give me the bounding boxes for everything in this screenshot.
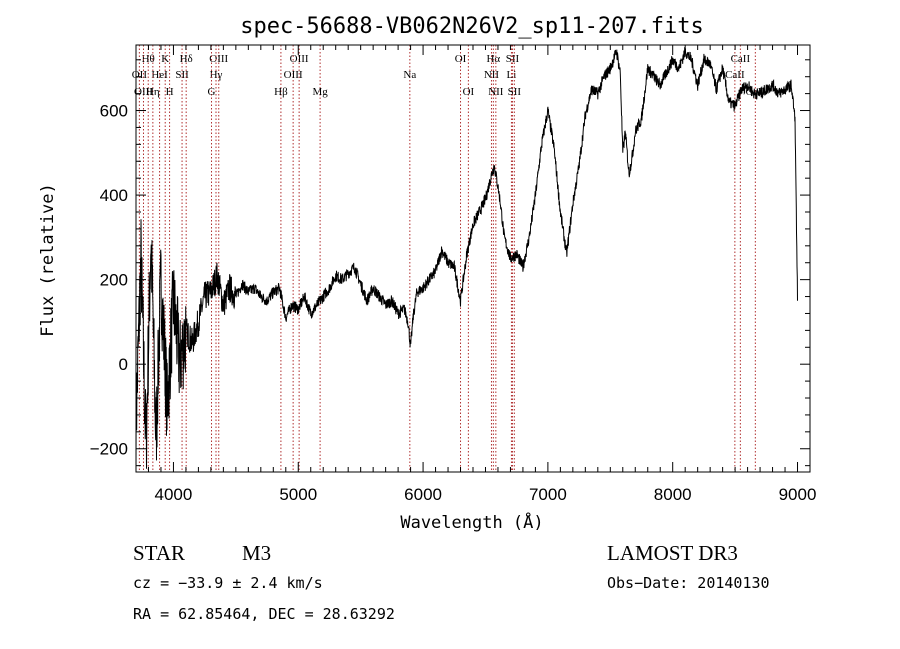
object-subclass: M3: [242, 541, 271, 565]
y-axis-label: Flux (relative): [38, 183, 58, 337]
x-tick-label-8000: 8000: [654, 485, 692, 504]
y-tick-label-200: 200: [100, 271, 128, 290]
line-label-21: NII: [484, 69, 500, 81]
line-label-13: OIII: [290, 53, 309, 65]
line-label-22: Li: [507, 69, 517, 81]
x-tick-label-4000: 4000: [155, 485, 193, 504]
line-label-11: G: [208, 86, 216, 98]
line-label-14: OIII: [284, 69, 303, 81]
line-label-17: OI: [455, 53, 467, 65]
survey-name: LAMOST DR3: [607, 541, 738, 565]
line-label-7: H: [166, 86, 174, 98]
x-tick-label-7000: 7000: [529, 485, 567, 504]
x-tick-label-6000: 6000: [404, 485, 442, 504]
line-label-24: SII: [508, 86, 522, 98]
chart-title: spec-56688-VB062N26V2_sp11-207.fits: [240, 14, 704, 39]
line-label-1: OII: [132, 69, 148, 81]
plot-frame: [135, 44, 811, 473]
line-label-18: OI: [463, 86, 475, 98]
line-label-26: CaII: [725, 69, 745, 81]
redshift-info: cz = −33.9 ± 2.4 km/s: [133, 574, 323, 592]
x-tick-label-5000: 5000: [279, 485, 317, 504]
y-tick-label-400: 400: [100, 186, 128, 205]
y-tick-label-600: 600: [100, 102, 128, 121]
line-label-8: Hδ: [180, 53, 193, 65]
line-label-15: Mg: [312, 86, 328, 98]
x-axis-label: Wavelength (Å): [400, 511, 543, 533]
line-label-10: Hγ: [210, 69, 223, 81]
line-label-23: NII: [488, 86, 504, 98]
line-label-19: Hα: [486, 53, 500, 65]
x-tick-label-9000: 9000: [779, 485, 817, 504]
line-label-9: OIII: [209, 53, 228, 65]
y-tick-label--200: −200: [90, 440, 128, 459]
obs-date: Obs−Date: 20140130: [607, 574, 770, 592]
spectrum-line: [135, 47, 798, 473]
line-label-3: K: [161, 53, 169, 65]
line-label-6: SII: [175, 69, 189, 81]
line-label-25: CaII: [731, 53, 751, 65]
line-label-12: Hβ: [274, 86, 288, 98]
y-tick-label-0: 0: [119, 355, 128, 374]
line-label-16: Na: [403, 69, 416, 81]
line-label-2: OIII: [134, 86, 153, 98]
coordinates: RA = 62.85464, DEC = 28.63292: [133, 605, 395, 623]
line-label-20: SII: [506, 53, 520, 65]
object-class: STAR: [133, 541, 185, 565]
line-label-0: Hθ: [142, 53, 155, 65]
line-label-5: Hη: [146, 86, 160, 98]
line-label-4: HeI: [151, 69, 168, 81]
